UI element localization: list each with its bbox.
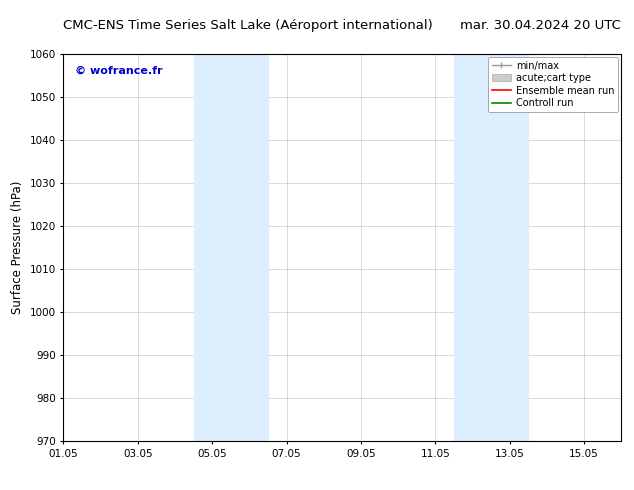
Bar	[193, 54, 268, 441]
Text: mar. 30.04.2024 20 UTC: mar. 30.04.2024 20 UTC	[460, 19, 621, 32]
Legend: min/max, acute;cart type, Ensemble mean run, Controll run: min/max, acute;cart type, Ensemble mean …	[488, 57, 618, 112]
Bar	[454, 54, 528, 441]
Text: CMC-ENS Time Series Salt Lake (Aéroport international): CMC-ENS Time Series Salt Lake (Aéroport …	[63, 19, 433, 32]
Text: © wofrance.fr: © wofrance.fr	[75, 66, 162, 75]
Y-axis label: Surface Pressure (hPa): Surface Pressure (hPa)	[11, 181, 24, 314]
